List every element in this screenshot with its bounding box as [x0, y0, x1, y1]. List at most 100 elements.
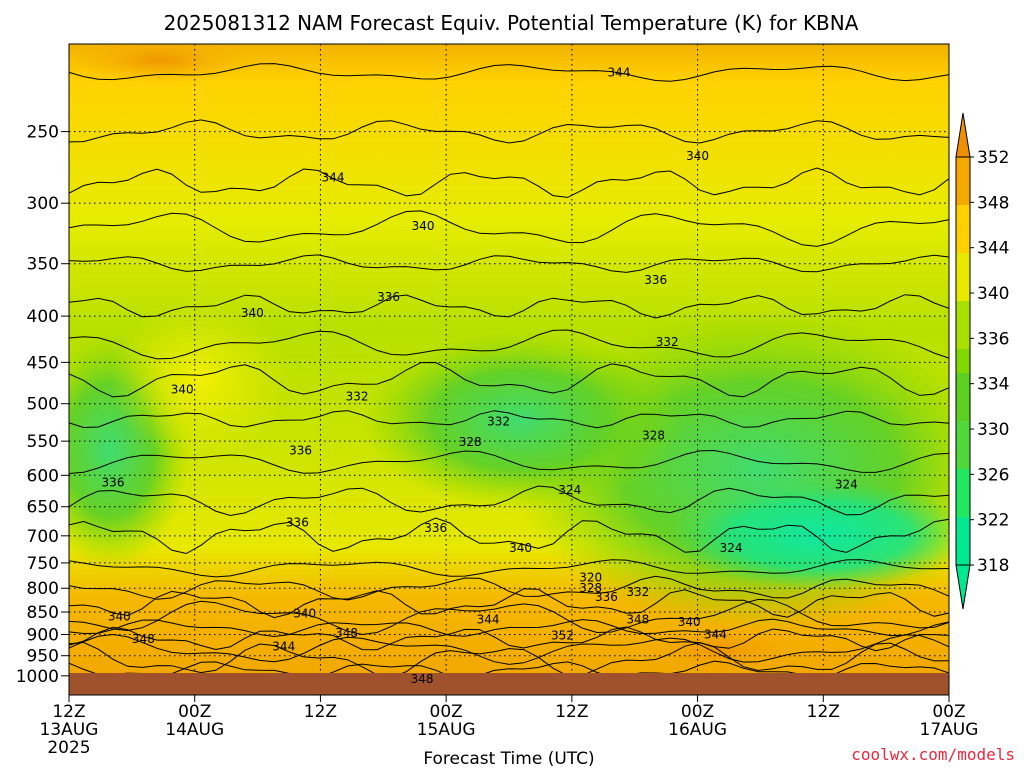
colorbar-label: 348 — [977, 193, 1009, 213]
contour-line — [69, 588, 949, 619]
colorbar-label: 334 — [977, 375, 1009, 395]
contour-lines — [69, 63, 949, 673]
contour-label: 328 — [459, 435, 482, 449]
y-tick-label: 600 — [27, 466, 59, 486]
y-tick-label: 1000 — [16, 667, 59, 687]
contour-label: 348 — [626, 612, 649, 626]
contour-label: 332 — [487, 414, 510, 428]
contour-line — [69, 63, 949, 82]
contour-label: 336 — [102, 475, 125, 489]
y-tick-label: 250 — [27, 123, 59, 143]
contour-label: 336 — [289, 443, 312, 457]
y-tick-label: 750 — [27, 554, 59, 574]
contour-line — [69, 294, 949, 319]
x-tick-label: 2025 — [47, 738, 90, 758]
contour-label: 344 — [272, 640, 295, 654]
colorbar-segment — [956, 469, 970, 517]
contour-label: 340 — [686, 149, 709, 163]
low-theta-e-core — [670, 480, 949, 590]
colorbar-segment — [956, 205, 970, 253]
contour-line — [69, 449, 949, 474]
contour-line — [69, 119, 949, 144]
y-axis: 2503003504004505005506006507007508008509… — [16, 123, 69, 687]
contour-label: 348 — [411, 672, 434, 686]
colorbar-label: 318 — [977, 556, 1009, 576]
contour-labels: 3443403443403363363403323403323323283283… — [102, 65, 858, 686]
contour-label: 340 — [171, 382, 194, 396]
contour-label: 344 — [322, 170, 345, 184]
contour-label: 340 — [678, 615, 701, 629]
colorbar-segment — [956, 301, 970, 349]
colorbar-max-arrow — [955, 112, 971, 158]
contour-label: 348 — [335, 626, 358, 640]
contour-label: 344 — [608, 65, 631, 79]
contour-label: 336 — [286, 516, 309, 530]
colorbar-label: 330 — [977, 420, 1009, 440]
x-tick-label: 12Z — [807, 702, 840, 722]
contour-line — [69, 517, 949, 555]
x-tick-label: 00Z — [430, 702, 463, 722]
contour-label: 324 — [720, 541, 743, 555]
contour-line — [69, 641, 949, 673]
x-axis-title: Forecast Time (UTC) — [423, 749, 594, 768]
x-tick-label: 12Z — [52, 702, 85, 722]
contour-line — [69, 361, 949, 398]
x-tick-label: 14AUG — [165, 720, 224, 740]
contour-label: 344 — [477, 612, 500, 626]
contour-line — [69, 485, 949, 517]
y-tick-label: 850 — [27, 603, 59, 623]
contour-label: 324 — [835, 477, 858, 491]
contour-label: 344 — [704, 627, 727, 641]
contour-label: 340 — [241, 306, 264, 320]
contour-label: 340 — [108, 610, 131, 624]
y-tick-label: 800 — [27, 579, 59, 599]
source-credit: coolwx.com/models — [851, 745, 1015, 764]
contour-label: 328 — [642, 428, 665, 442]
y-tick-label: 550 — [27, 432, 59, 452]
contour-label: 336 — [424, 521, 447, 535]
contour-label: 336 — [644, 273, 667, 287]
x-tick-label: 00Z — [932, 702, 965, 722]
y-tick-label: 500 — [27, 395, 59, 415]
contour-line — [69, 626, 949, 652]
surface-below-ground — [69, 673, 949, 695]
x-tick-label: 15AUG — [417, 720, 476, 740]
colorbar-min-arrow — [955, 564, 971, 610]
colorbar-label: 336 — [977, 329, 1009, 349]
x-tick-label: 12Z — [304, 702, 337, 722]
x-tick-label: 00Z — [681, 702, 714, 722]
chart-title: 2025081312 NAM Forecast Equiv. Potential… — [164, 11, 859, 35]
grid-lines — [69, 44, 949, 673]
contour-label: 336 — [595, 590, 618, 604]
plot-frame — [68, 43, 950, 696]
y-tick-label: 950 — [27, 647, 59, 667]
x-tick-label: 17AUG — [920, 720, 979, 740]
contour-line — [69, 329, 949, 360]
contour-label: 352 — [551, 628, 574, 642]
contour-label: 340 — [293, 606, 316, 620]
contour-line — [69, 633, 949, 665]
colorbar-segment — [956, 421, 970, 469]
colorbar-label: 340 — [977, 284, 1009, 304]
contour-label: 328 — [579, 581, 602, 595]
x-tick-label: 00Z — [178, 702, 211, 722]
mid-level-green-region — [360, 330, 680, 510]
colorbar-segment — [956, 349, 970, 373]
y-tick-label: 450 — [27, 353, 59, 373]
contour-label: 332 — [626, 585, 649, 599]
colorbar-label: 326 — [977, 465, 1009, 485]
contour-line — [69, 254, 949, 273]
y-tick-label: 350 — [27, 255, 59, 275]
contour-line — [69, 410, 949, 429]
y-tick-label: 650 — [27, 498, 59, 518]
contour-line — [69, 575, 949, 601]
x-tick-label: 16AUG — [668, 720, 727, 740]
contour-line — [69, 598, 949, 636]
x-tick-label: 13AUG — [40, 720, 99, 740]
contour-label: 340 — [412, 219, 435, 233]
x-tick-label: 12Z — [555, 702, 588, 722]
plot-area — [69, 44, 949, 673]
contour-label: 324 — [558, 483, 581, 497]
